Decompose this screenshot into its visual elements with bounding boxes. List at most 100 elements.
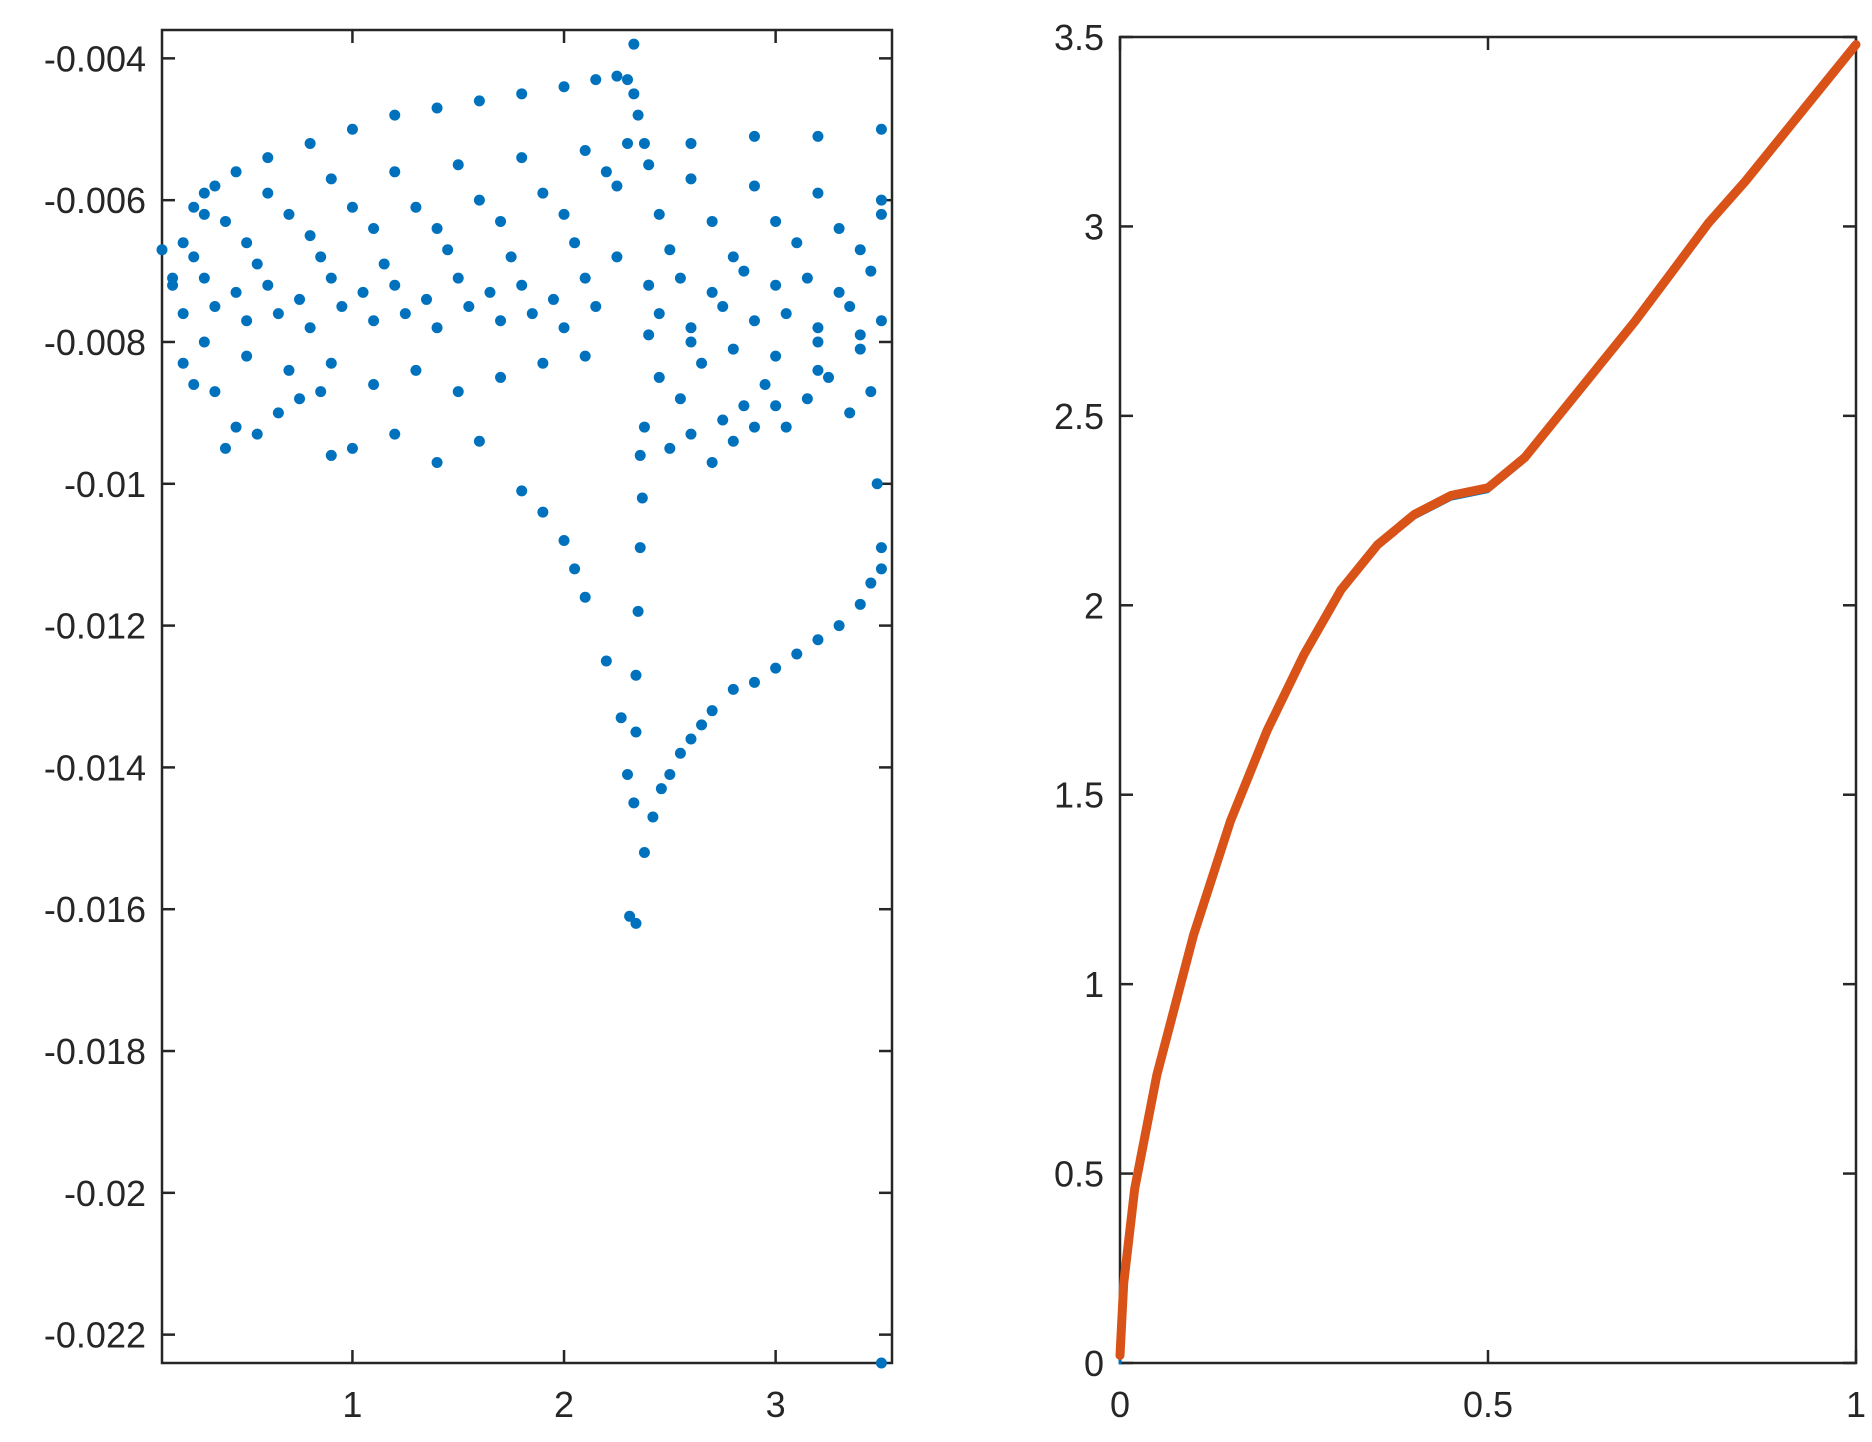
data-point bbox=[389, 166, 401, 178]
data-point bbox=[685, 428, 697, 440]
data-point bbox=[452, 272, 464, 284]
data-point bbox=[655, 783, 667, 795]
data-point bbox=[854, 343, 866, 355]
left-scatter-plot: 1 2 3 -0.004 -0.006 -0.008 -0.01 -0.012 -0.014 -0… bbox=[44, 28, 894, 1425]
x-tick-label: 3 bbox=[766, 1384, 786, 1425]
data-point bbox=[346, 201, 358, 213]
data-point bbox=[638, 137, 650, 149]
data-point bbox=[875, 315, 887, 327]
data-point bbox=[389, 279, 401, 291]
data-point bbox=[262, 279, 274, 291]
y-tick-label: 3.5 bbox=[1054, 17, 1104, 58]
data-point bbox=[706, 705, 718, 717]
data-point bbox=[516, 152, 528, 164]
data-point bbox=[420, 293, 432, 305]
data-point bbox=[770, 215, 782, 227]
data-point bbox=[262, 152, 274, 164]
data-point bbox=[643, 329, 655, 341]
data-point bbox=[569, 237, 581, 249]
data-point bbox=[770, 400, 782, 412]
data-point bbox=[664, 244, 676, 256]
data-point bbox=[315, 251, 327, 263]
data-point bbox=[304, 230, 316, 242]
data-point bbox=[177, 237, 189, 249]
data-point bbox=[410, 201, 422, 213]
data-point bbox=[579, 145, 591, 157]
data-point bbox=[378, 258, 390, 270]
data-point bbox=[516, 485, 528, 497]
data-point bbox=[294, 393, 306, 405]
data-point bbox=[696, 719, 708, 731]
data-point bbox=[262, 187, 274, 199]
data-point bbox=[615, 712, 627, 724]
data-point bbox=[812, 336, 824, 348]
data-point bbox=[706, 286, 718, 298]
data-point bbox=[272, 407, 284, 419]
right-data-lines bbox=[1115, 40, 1861, 1365]
x-tick-label: 1 bbox=[1846, 1384, 1866, 1425]
data-point bbox=[647, 811, 659, 823]
data-point bbox=[346, 123, 358, 135]
data-point bbox=[854, 598, 866, 610]
data-point bbox=[653, 371, 665, 383]
data-point bbox=[188, 251, 200, 263]
data-point bbox=[590, 74, 602, 86]
y-tick-label: -0.014 bbox=[44, 747, 146, 788]
data-point bbox=[875, 194, 887, 206]
data-point bbox=[241, 315, 253, 327]
data-point bbox=[230, 421, 242, 433]
data-point bbox=[812, 364, 824, 376]
data-point bbox=[198, 336, 210, 348]
data-point bbox=[630, 726, 642, 738]
y-tick-label: 2.5 bbox=[1054, 396, 1104, 437]
data-point bbox=[442, 244, 454, 256]
data-point bbox=[628, 88, 640, 100]
y-tick-label: -0.008 bbox=[44, 322, 146, 363]
data-point bbox=[759, 379, 771, 391]
right-axes-frame bbox=[1118, 35, 1858, 1365]
data-point bbox=[748, 315, 760, 327]
y-tick-label: -0.022 bbox=[44, 1315, 146, 1356]
data-point bbox=[780, 421, 792, 433]
data-point bbox=[638, 421, 650, 433]
data-point bbox=[653, 308, 665, 320]
data-point bbox=[636, 492, 648, 504]
x-tick-label: 0 bbox=[1110, 1384, 1130, 1425]
data-point bbox=[801, 393, 813, 405]
data-point bbox=[833, 620, 845, 632]
data-point bbox=[664, 442, 676, 454]
right-ticks: 0 0.5 1 0 0.5 1 1.5 2 2.5 3 3.5 bbox=[1054, 17, 1866, 1425]
data-point bbox=[748, 421, 760, 433]
data-point bbox=[505, 251, 517, 263]
data-point bbox=[579, 591, 591, 603]
left-data-points bbox=[156, 38, 887, 1369]
data-point bbox=[251, 258, 263, 270]
data-point bbox=[283, 364, 295, 376]
data-point bbox=[537, 506, 549, 518]
data-point bbox=[653, 208, 665, 220]
data-point bbox=[304, 137, 316, 149]
data-point bbox=[738, 265, 750, 277]
data-point bbox=[177, 308, 189, 320]
data-point bbox=[865, 386, 877, 398]
data-point bbox=[188, 201, 200, 213]
data-point bbox=[431, 102, 443, 114]
y-tick-label: -0.012 bbox=[44, 606, 146, 647]
data-point bbox=[685, 137, 697, 149]
right-line-plot: 0 0.5 1 0 0.5 1 1.5 2 2.5 3 3.5 bbox=[1054, 17, 1866, 1425]
data-point bbox=[791, 648, 803, 660]
data-point bbox=[801, 272, 813, 284]
data-point bbox=[748, 676, 760, 688]
data-point bbox=[431, 457, 443, 469]
data-point bbox=[611, 180, 623, 192]
data-point bbox=[198, 208, 210, 220]
data-point bbox=[685, 336, 697, 348]
data-point bbox=[569, 563, 581, 575]
data-point bbox=[368, 223, 380, 235]
data-point bbox=[875, 563, 887, 575]
data-point bbox=[865, 265, 877, 277]
data-point bbox=[410, 364, 422, 376]
data-point bbox=[537, 187, 549, 199]
data-point bbox=[727, 343, 739, 355]
